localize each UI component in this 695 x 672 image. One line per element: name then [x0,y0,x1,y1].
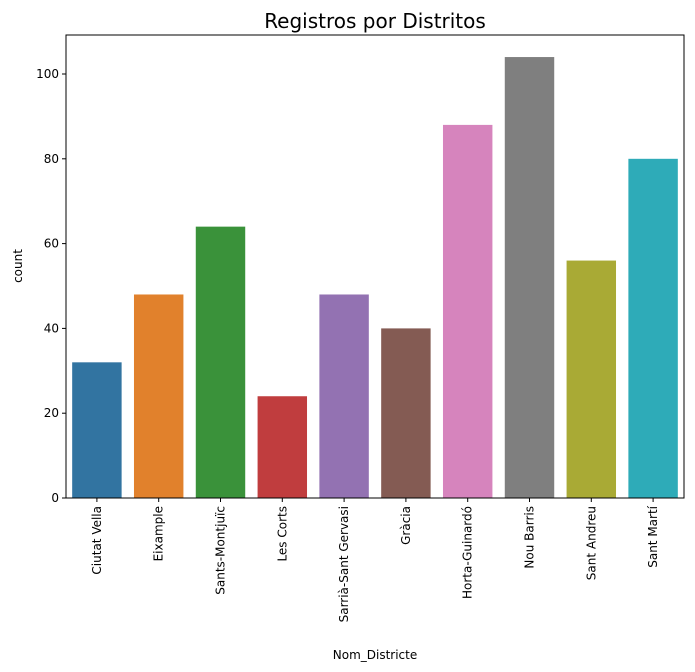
bars-group [72,57,678,499]
bar-4 [319,294,369,498]
x-tick-label-2: Sants-Montjuïc [214,506,228,595]
x-tick-label-7: Nou Barris [523,506,537,569]
x-tick-label-4: Sarrià-Sant Gervasi [337,506,351,622]
bar-9 [628,158,678,498]
bar-6 [442,124,493,498]
bar-1 [133,294,184,498]
bar-7 [504,57,555,499]
plot-frame [65,34,685,499]
x-tick-label-8: Sant Andreu [584,506,598,580]
y-tick-label-3: 60 [44,237,59,251]
bar-0 [72,362,122,498]
bar-5 [381,328,431,498]
x-tick-label-0: Ciutat Vella [90,506,104,575]
x-tick-label-5: Gràcia [399,506,413,545]
bar-2 [195,226,246,498]
y-tick-label-2: 40 [44,321,59,335]
x-axis-label: Nom_Districte [333,648,418,662]
bar-8 [566,260,617,498]
x-tick-label-6: Horta-Guinardó [461,506,475,599]
bar-3 [257,396,308,498]
x-tick-label-3: Les Corts [275,506,289,562]
y-tick-label-4: 80 [44,152,59,166]
y-axis: 0 20 40 60 80 100 [36,67,66,505]
x-axis: Ciutat Vella Eixample Sants-Montjuïc Les Co… [90,498,660,622]
x-tick-label-9: Sant Martí [646,505,660,567]
chart-title: Registros por Distritos [264,9,486,33]
x-tick-label-1: Eixample [152,506,166,561]
y-tick-label-0: 0 [51,491,59,505]
y-tick-label-5: 100 [36,67,59,81]
y-tick-label-1: 20 [44,406,59,420]
y-axis-label: count [11,249,25,283]
